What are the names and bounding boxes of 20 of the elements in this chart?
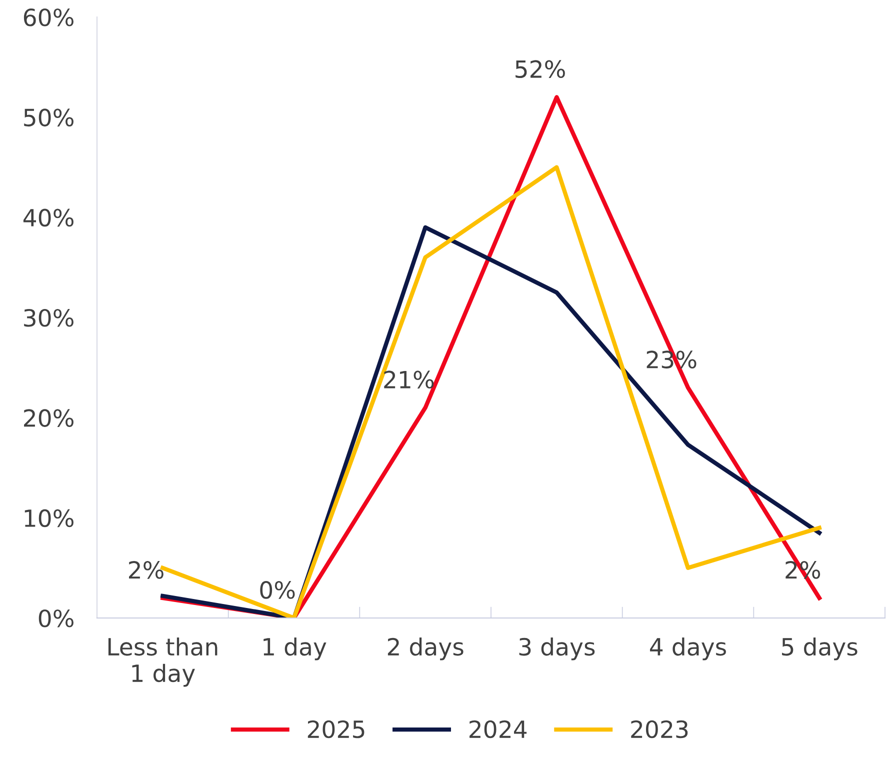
y-tick-label: 50% [24,108,74,126]
data-label: 52% [516,60,565,78]
y-tick-label: 60% [24,8,74,26]
y-tick-label: 40% [23,208,74,227]
y-tick-label: 30% [24,308,74,327]
legend-label: 2024 [470,720,527,738]
data-label: 21% [384,370,434,389]
x-tick-label: 1 day [264,637,326,660]
y-tick-label: 20% [24,409,74,427]
x-tick-label: 3 days [519,637,595,660]
x-tick-label: 4 days [650,637,726,660]
x-tick-label: 2 days [388,637,464,660]
x-tick-label: Less than 1 day [108,637,218,687]
legend-label: 2025 [308,720,364,738]
y-tick-label: 10% [24,509,74,528]
data-label: 2% [129,561,164,579]
legend-label: 2023 [631,720,688,738]
x-tick-label: 5 days [782,637,858,660]
y-tick-label: 0% [38,609,74,628]
data-label: 0% [260,581,295,599]
